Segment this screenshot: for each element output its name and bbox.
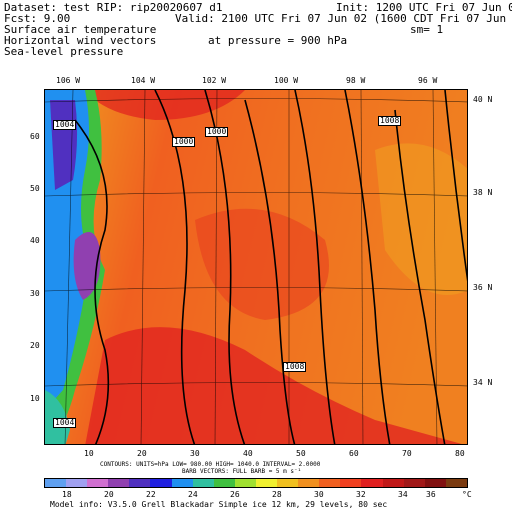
colorbar-label: 20 bbox=[104, 490, 114, 499]
contour-label: 1000 bbox=[172, 137, 196, 147]
x-tick: 60 bbox=[349, 449, 359, 458]
y-tick: 50 bbox=[30, 184, 40, 193]
y-tick: 30 bbox=[30, 289, 40, 298]
colorbar-swatch bbox=[277, 479, 299, 487]
model-info: Model info: V3.5.0 Grell Blackadar Simpl… bbox=[50, 500, 388, 509]
contour-label: 1004 bbox=[53, 418, 77, 428]
y-tick: 60 bbox=[30, 132, 40, 141]
y-tick: 40 bbox=[30, 236, 40, 245]
colorbar-label: 36 bbox=[426, 490, 436, 499]
x-tick: 70 bbox=[402, 449, 412, 458]
x-tick: 80 bbox=[455, 449, 465, 458]
barbs-info: BARB VECTORS: FULL BARB = 5 m s⁻¹ bbox=[182, 468, 302, 475]
colorbar-label: 30 bbox=[314, 490, 324, 499]
lon-label: 106 W bbox=[56, 76, 81, 85]
colorbar-swatch bbox=[319, 479, 341, 487]
dataset-label: Dataset: test RIP: rip20020607 d1 bbox=[4, 1, 223, 14]
y-tick: 20 bbox=[30, 341, 40, 350]
colorbar-label: 34 bbox=[398, 490, 408, 499]
contour-label: 1000 bbox=[205, 127, 229, 137]
field-wind: Horizontal wind vectors bbox=[4, 34, 157, 47]
init-time: Init: 1200 UTC Fri 07 Jun 02 bbox=[336, 1, 512, 14]
map-plot bbox=[44, 89, 468, 445]
colorbar-swatch bbox=[445, 479, 467, 487]
colorbar-swatch bbox=[66, 479, 88, 487]
x-tick: 10 bbox=[84, 449, 94, 458]
colorbar-swatch bbox=[382, 479, 404, 487]
field-slp: Sea-level pressure bbox=[4, 45, 124, 58]
colorbar-swatch bbox=[87, 479, 109, 487]
lon-label: 96 W bbox=[418, 76, 438, 85]
x-tick: 30 bbox=[190, 449, 200, 458]
colorbar-swatch bbox=[403, 479, 425, 487]
colorbar-swatch bbox=[234, 479, 256, 487]
smoothing: sm= 1 bbox=[410, 23, 444, 36]
colorbar-swatch bbox=[213, 479, 235, 487]
forecast-hour: Fcst: 9.00 bbox=[4, 12, 71, 25]
lon-label: 102 W bbox=[202, 76, 227, 85]
colorbar-swatch bbox=[424, 479, 446, 487]
contour-label: 1008 bbox=[283, 362, 307, 372]
pressure-level: at pressure = 900 hPa bbox=[208, 34, 348, 47]
lat-label: 38 N bbox=[473, 188, 493, 197]
lat-label: 34 N bbox=[473, 378, 493, 387]
contours-info: CONTOURS: UNITS=hPa LOW= 980.00 HIGH= 10… bbox=[100, 461, 321, 468]
colorbar-swatch bbox=[255, 479, 278, 487]
colorbar-label: 18 bbox=[62, 490, 72, 499]
colorbar-swatch bbox=[171, 479, 193, 487]
colorbar-swatch bbox=[192, 479, 214, 487]
lon-label: 104 W bbox=[131, 76, 156, 85]
colorbar-swatch bbox=[340, 479, 362, 487]
colorbar-swatch bbox=[45, 479, 67, 487]
lon-label: 98 W bbox=[346, 76, 366, 85]
colorbar-swatch bbox=[150, 479, 172, 487]
y-tick: 10 bbox=[30, 394, 40, 403]
contour-label: 1008 bbox=[378, 116, 402, 126]
temperature-field bbox=[45, 90, 467, 444]
x-tick: 50 bbox=[296, 449, 306, 458]
colorbar-swatch bbox=[361, 479, 383, 487]
field-temperature: Surface air temperature bbox=[4, 23, 157, 36]
lon-label: 100 W bbox=[274, 76, 299, 85]
valid-time: Valid: 2100 UTC Fri 07 Jun 02 (1600 CDT … bbox=[175, 12, 512, 25]
colorbar-swatch bbox=[108, 479, 130, 487]
contour-label: 1004 bbox=[53, 120, 77, 130]
colorbar-swatch bbox=[298, 479, 320, 487]
temperature-colorbar bbox=[44, 478, 468, 488]
colorbar-label: 22 bbox=[146, 490, 156, 499]
colorbar-swatch bbox=[129, 479, 151, 487]
lat-label: 40 N bbox=[473, 95, 493, 104]
x-tick: 40 bbox=[243, 449, 253, 458]
colorbar-label: 24 bbox=[188, 490, 198, 499]
colorbar-label: 28 bbox=[272, 490, 282, 499]
lat-label: 36 N bbox=[473, 283, 493, 292]
colorbar-label: 26 bbox=[230, 490, 240, 499]
x-tick: 20 bbox=[137, 449, 147, 458]
colorbar-label: 32 bbox=[356, 490, 366, 499]
colorbar-unit: °C bbox=[462, 490, 472, 499]
